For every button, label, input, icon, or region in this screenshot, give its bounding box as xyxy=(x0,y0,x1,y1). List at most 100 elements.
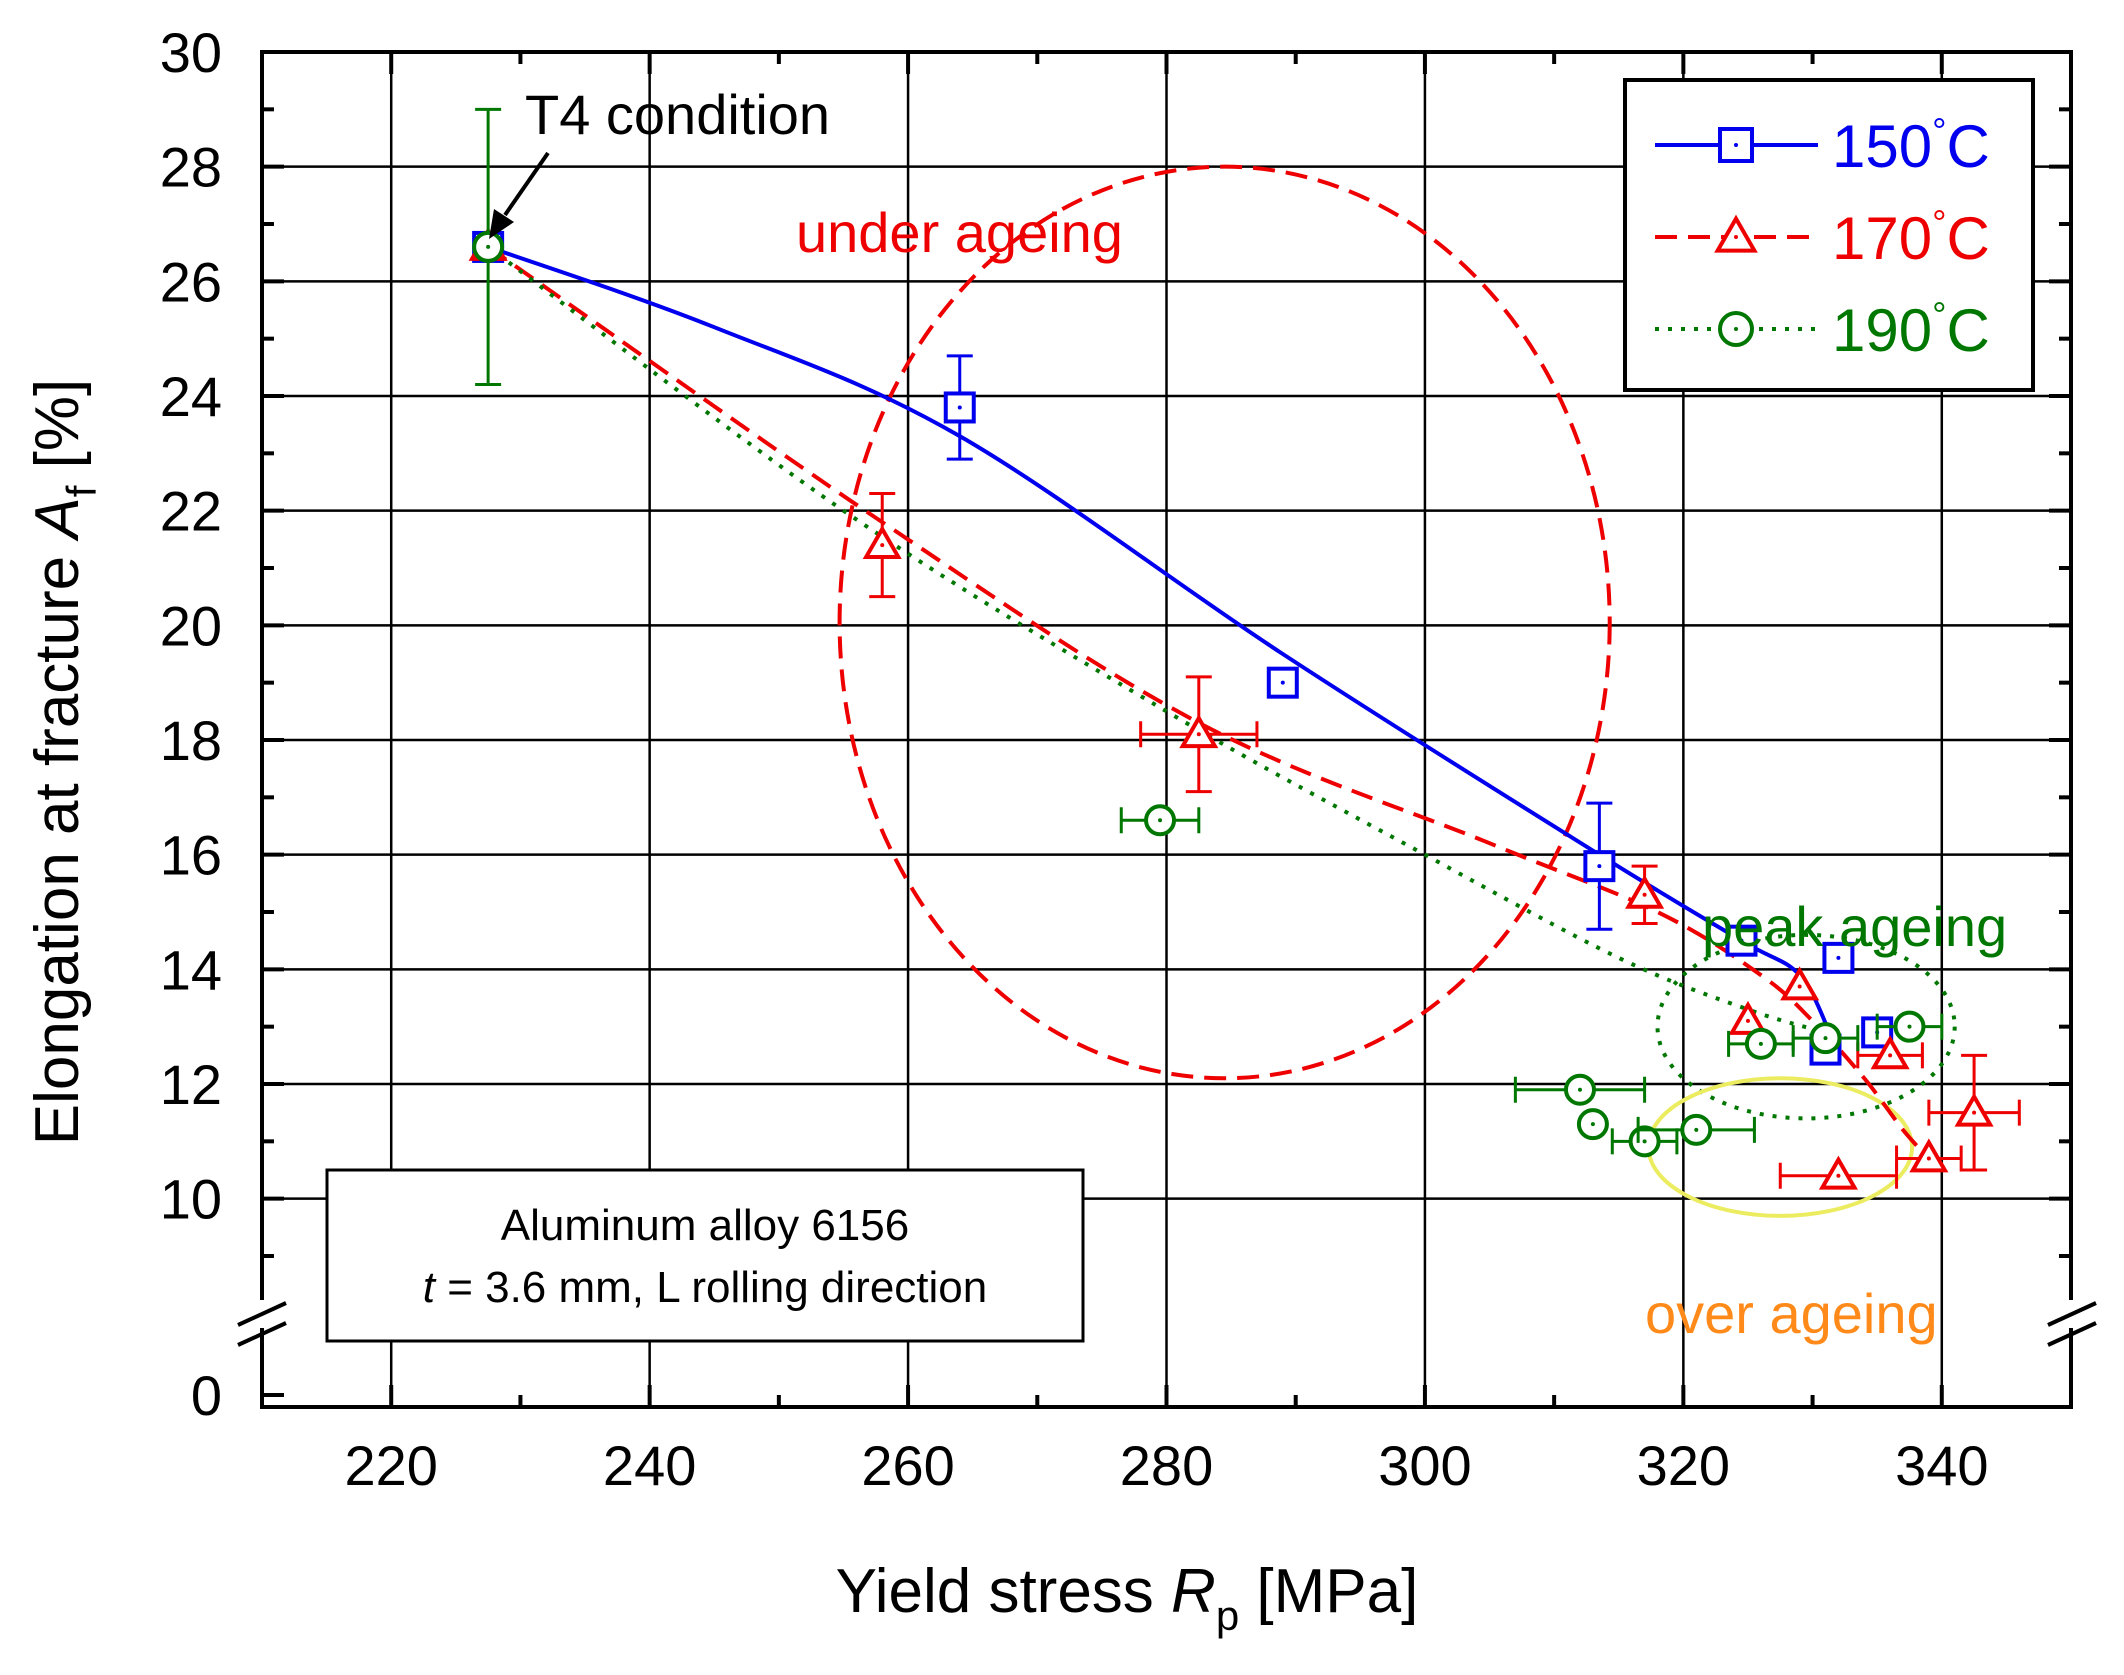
marker-center-dot xyxy=(1836,955,1841,960)
data-point-170 xyxy=(1778,1155,1899,1190)
marker-center-dot xyxy=(1642,1139,1647,1144)
x-tick-label: 340 xyxy=(1895,1434,1988,1497)
y-tick-label: 10 xyxy=(160,1168,222,1231)
info-line-thickness: t = 3.6 mm, L rolling direction xyxy=(423,1263,988,1312)
marker-center-dot xyxy=(1907,1024,1912,1029)
triangle-marker xyxy=(1179,714,1219,749)
data-point-170 xyxy=(1895,1138,1963,1173)
triangle-marker xyxy=(1870,1035,1910,1070)
data-point-190 xyxy=(1875,1010,1944,1043)
x-tick-label: 320 xyxy=(1637,1434,1730,1497)
data-point-190 xyxy=(1636,1113,1756,1146)
x-tick-label: 220 xyxy=(344,1434,437,1497)
marker-center-dot xyxy=(1823,1036,1828,1041)
marker-center-dot xyxy=(1158,818,1163,823)
legend-entry-190: 190°C xyxy=(1655,294,1990,364)
y-tick-label: 20 xyxy=(160,594,222,657)
data-point-150 xyxy=(1725,924,1758,957)
peak-ageing-ellipse xyxy=(1655,932,1957,1121)
triangle-marker xyxy=(1625,874,1665,909)
annotation-peak-ageing: peak ageing xyxy=(1702,895,2007,958)
legend-entry-170: 170°C xyxy=(1655,202,1990,272)
axes: 220 240 260 280 300 320 3401012141618202224262… xyxy=(160,21,2073,1497)
y-tick-label: 14 xyxy=(160,938,222,1001)
x-tick-label: 280 xyxy=(1120,1434,1213,1497)
marker-center-dot xyxy=(486,244,491,249)
marker-center-dot xyxy=(1972,1110,1977,1115)
t4-arrow xyxy=(489,151,550,239)
marker-center-dot xyxy=(1196,732,1201,737)
marker-center-dot xyxy=(1739,938,1744,943)
info-line-alloy: Aluminum alloy 6156 xyxy=(501,1201,909,1250)
marker-center-dot xyxy=(1797,984,1802,989)
x-tick-label: 240 xyxy=(603,1434,696,1497)
marker-center-dot xyxy=(957,405,962,410)
data-point-150 xyxy=(943,354,976,461)
y-axis-break xyxy=(237,1300,2097,1347)
y-tick-label-zero: 0 xyxy=(191,1364,222,1427)
marker-center-dot xyxy=(1836,1173,1841,1178)
data-point-150 xyxy=(1822,941,1855,974)
y-tick-label: 30 xyxy=(160,21,222,84)
marker-center-dot xyxy=(1694,1127,1699,1132)
marker-center-dot xyxy=(1734,235,1738,239)
annotation-over-ageing: over ageing xyxy=(1645,1282,1938,1345)
marker-center-dot xyxy=(1758,1041,1763,1046)
over-ageing-ellipse xyxy=(1646,1076,1915,1218)
data-point-150 xyxy=(1266,666,1299,699)
triangle-marker xyxy=(1909,1138,1949,1173)
data-point-170 xyxy=(1780,966,1820,1001)
marker-center-dot xyxy=(1734,143,1738,147)
data-point-170 xyxy=(1625,864,1665,925)
marker-center-dot xyxy=(1590,1122,1595,1127)
data-point-170 xyxy=(1927,1053,2021,1172)
data-point-150 xyxy=(1583,801,1616,931)
y-tick-label: 18 xyxy=(160,709,222,772)
data-point-170 xyxy=(862,491,902,599)
data-point-190 xyxy=(1576,1108,1609,1141)
y-tick-label: 22 xyxy=(160,480,222,543)
data-point-170 xyxy=(1728,1000,1768,1035)
data-point-190 xyxy=(1513,1073,1647,1106)
marker-center-dot xyxy=(1926,1156,1931,1161)
legend: 150°C 170°C 190°C xyxy=(1623,78,2035,392)
legend-entry-150: 150°C xyxy=(1655,110,1990,180)
triangle-marker xyxy=(1728,1000,1768,1035)
marker-center-dot xyxy=(1280,680,1285,685)
legend-label: 190°C xyxy=(1832,294,1990,364)
marker-center-dot xyxy=(1745,1018,1750,1023)
triangle-marker xyxy=(1780,966,1820,1001)
triangle-marker xyxy=(1818,1155,1858,1190)
data-point-190 xyxy=(1610,1125,1679,1158)
data-point-190 xyxy=(1119,804,1201,837)
y-tick-label: 16 xyxy=(160,824,222,887)
triangle-marker xyxy=(1714,214,1758,253)
marker-center-dot xyxy=(1888,1053,1893,1058)
marker-center-dot xyxy=(1642,892,1647,897)
marker-center-dot xyxy=(1734,327,1738,331)
data-point-190 xyxy=(1791,1022,1860,1055)
y-tick-label: 12 xyxy=(160,1053,222,1116)
x-axis-title: Yield stress Rp [MPa] xyxy=(836,1557,1419,1639)
marker-center-dot xyxy=(1577,1087,1582,1092)
y-tick-label: 28 xyxy=(160,136,222,199)
y-tick-label: 24 xyxy=(160,365,222,428)
y-tick-label: 26 xyxy=(160,250,222,313)
y-axis-title: Elongation at fracture Af [%] xyxy=(23,379,105,1145)
info-box: Aluminum alloy 6156 t = 3.6 mm, L rollin… xyxy=(325,1168,1085,1343)
annotation-under-ageing: under ageing xyxy=(796,201,1123,264)
triangle-marker xyxy=(1954,1092,1994,1127)
data-point-170 xyxy=(1139,675,1259,794)
legend-label: 170°C xyxy=(1832,202,1990,272)
triangle-marker xyxy=(862,524,902,559)
data-point-190 xyxy=(472,107,505,387)
marker-center-dot xyxy=(1597,864,1602,869)
series-markers xyxy=(468,107,2021,1190)
x-tick-label: 260 xyxy=(861,1434,954,1497)
under-ageing-ellipse xyxy=(837,164,1612,1081)
marker-center-dot xyxy=(880,543,885,548)
x-tick-label: 300 xyxy=(1378,1434,1471,1497)
annotation-t4-condition: T4 condition xyxy=(525,83,830,146)
legend-label: 150°C xyxy=(1832,110,1990,180)
